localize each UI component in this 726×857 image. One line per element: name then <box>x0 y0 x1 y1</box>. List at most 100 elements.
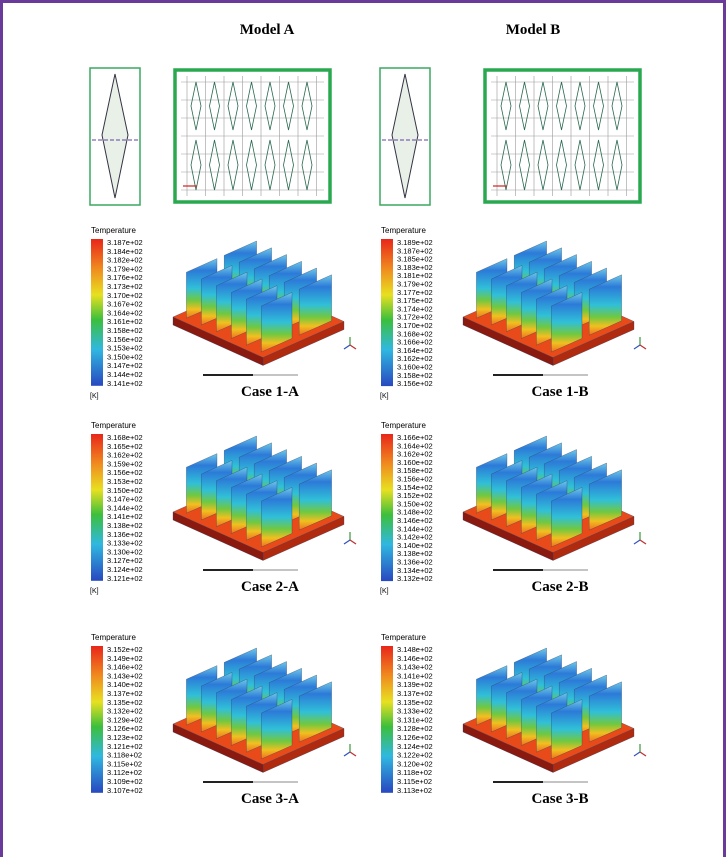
legend-tick-label: 3.143e+02 <box>107 671 143 680</box>
legend-tick-label: 3.141e+02 <box>107 512 143 521</box>
schematic-fin <box>557 82 567 130</box>
legend-tick-label: 3.168e+02 <box>107 433 143 442</box>
triad <box>344 540 350 544</box>
schematic-fin <box>520 82 530 130</box>
colorbar <box>91 646 103 793</box>
triad <box>634 540 640 544</box>
model-title: Model B <box>506 22 561 38</box>
schematic-fin <box>265 82 275 130</box>
legend-tick-label: 3.137e+02 <box>107 689 143 698</box>
schematic-fin <box>210 82 220 130</box>
legend-tick-label: 3.135e+02 <box>107 698 143 707</box>
legend-tick-label: 3.140e+02 <box>107 680 143 689</box>
schematic-fin <box>612 140 622 190</box>
legend-tick-label: 3.147e+02 <box>107 361 143 370</box>
legend-unit: [K] <box>380 393 389 400</box>
legend-tick-label: 3.159e+02 <box>107 459 143 468</box>
colorbar <box>381 434 393 581</box>
schematic-fin <box>538 82 548 130</box>
legend-tick-label: 3.164e+02 <box>107 308 143 317</box>
legend-tick-label: 3.133e+02 <box>107 539 143 548</box>
schematic-fin <box>575 140 585 190</box>
legend-tick-label: 3.146e+02 <box>397 654 433 663</box>
legend-tick-label: 3.121e+02 <box>107 574 143 583</box>
legend-title: Temperature <box>91 633 136 642</box>
colorbar <box>91 434 103 581</box>
legend-tick-label: 3.132e+02 <box>397 574 433 583</box>
legend-tick-label: 3.146e+02 <box>107 663 143 672</box>
schematic-fin <box>191 82 201 130</box>
schematic-fin <box>247 82 257 130</box>
legend-tick-label: 3.165e+02 <box>107 442 143 451</box>
triad <box>640 345 646 349</box>
schematic-fin <box>302 82 312 130</box>
schematic-fin <box>520 140 530 190</box>
legend-title: Temperature <box>381 633 426 642</box>
legend-tick-label: 3.109e+02 <box>107 777 143 786</box>
legend-tick-label: 3.147e+02 <box>107 495 143 504</box>
triad <box>634 752 640 756</box>
schematic-fin <box>265 140 275 190</box>
schematic-fin <box>191 140 201 190</box>
legend-title: Temperature <box>91 226 136 235</box>
legend-tick-label: 3.126e+02 <box>107 724 143 733</box>
case-label: Case 1-A <box>241 384 299 400</box>
legend-tick-label: 3.150e+02 <box>107 352 143 361</box>
legend-tick-label: 3.149e+02 <box>107 654 143 663</box>
legend-tick-label: 3.124e+02 <box>107 565 143 574</box>
legend-tick-label: 3.113e+02 <box>397 786 432 795</box>
triad <box>634 345 640 349</box>
triad <box>350 345 356 349</box>
schematic-fin <box>247 140 257 190</box>
case-label: Case 1-B <box>531 384 588 400</box>
schematic-fin <box>612 82 622 130</box>
schematic-fin <box>102 74 128 198</box>
legend-tick-label: 3.152e+02 <box>107 645 143 654</box>
legend-tick-label: 3.118e+02 <box>107 751 142 760</box>
legend-tick-label: 3.144e+02 <box>107 503 143 512</box>
legend-tick-label: 3.120e+02 <box>397 759 433 768</box>
legend-tick-label: 3.161e+02 <box>107 317 143 326</box>
legend-tick-label: 3.118e+02 <box>397 768 432 777</box>
schematic-fin <box>575 82 585 130</box>
schematic-fin <box>557 140 567 190</box>
legend-unit: [K] <box>380 588 389 595</box>
legend-tick-label: 3.148e+02 <box>397 645 433 654</box>
schematic-fin <box>594 140 604 190</box>
legend-unit: [K] <box>90 393 99 400</box>
legend-tick-label: 3.130e+02 <box>107 547 143 556</box>
legend-tick-label: 3.150e+02 <box>107 486 143 495</box>
schematic-fin <box>594 82 604 130</box>
legend-tick-label: 3.136e+02 <box>107 530 143 539</box>
legend-tick-label: 3.167e+02 <box>107 300 143 309</box>
legend-tick-label: 3.144e+02 <box>107 370 143 379</box>
schematic-fin <box>392 74 418 198</box>
legend-tick-label: 3.153e+02 <box>107 477 143 486</box>
legend-tick-label: 3.121e+02 <box>107 742 143 751</box>
legend-tick-label: 3.143e+02 <box>397 663 433 672</box>
legend-tick-label: 3.115e+02 <box>107 759 142 768</box>
case-label: Case 2-B <box>531 579 588 595</box>
legend-tick-label: 3.112e+02 <box>107 768 142 777</box>
legend-tick-label: 3.141e+02 <box>397 671 433 680</box>
legend-tick-label: 3.153e+02 <box>107 344 143 353</box>
legend-title: Temperature <box>381 421 426 430</box>
legend-tick-label: 3.129e+02 <box>107 715 143 724</box>
legend-tick-label: 3.126e+02 <box>397 733 433 742</box>
colorbar <box>381 239 393 386</box>
legend-tick-label: 3.137e+02 <box>397 689 433 698</box>
legend-tick-label: 3.187e+02 <box>107 238 143 247</box>
legend-tick-label: 3.122e+02 <box>397 751 433 760</box>
legend-tick-label: 3.115e+02 <box>397 777 432 786</box>
legend-tick-label: 3.158e+02 <box>107 326 143 335</box>
legend-tick-label: 3.135e+02 <box>397 698 433 707</box>
legend-unit: [K] <box>90 588 99 595</box>
legend-tick-label: 3.156e+02 <box>107 468 143 477</box>
legend-tick-label: 3.127e+02 <box>107 556 143 565</box>
legend-tick-label: 3.173e+02 <box>107 282 143 291</box>
legend-tick-label: 3.138e+02 <box>107 521 143 530</box>
triad <box>350 540 356 544</box>
model-title: Model A <box>240 22 295 38</box>
legend-tick-label: 3.170e+02 <box>107 291 143 300</box>
legend-tick-label: 3.176e+02 <box>107 273 143 282</box>
